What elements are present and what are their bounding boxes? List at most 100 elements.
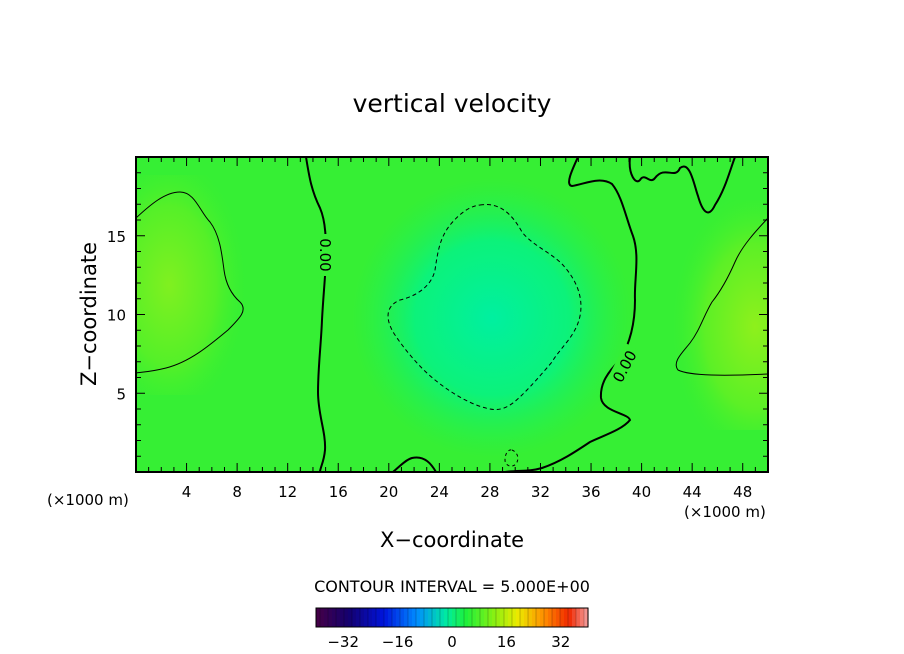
colorbar-swatch [488, 608, 493, 627]
colorbar-swatch [560, 608, 565, 627]
x-tick-label: 36 [581, 483, 600, 501]
colorbar-swatch [412, 608, 417, 627]
x-tick-label: 8 [232, 483, 242, 501]
colorbar-swatch [436, 608, 441, 627]
colorbar-swatch [332, 608, 337, 627]
contour-negative-center [387, 204, 582, 411]
colorbar-swatch [564, 608, 569, 627]
colorbar-swatch [500, 608, 505, 627]
colorbar-swatch [584, 608, 589, 627]
colorbar-swatch [492, 608, 497, 627]
colorbar-swatch [484, 608, 489, 627]
colorbar-swatch [352, 608, 357, 627]
colorbar-ticks: −32 −16 0 16 32 [327, 633, 570, 651]
colorbar-swatch [468, 608, 473, 627]
colorbar-swatch [544, 608, 549, 627]
colorbar-swatch [476, 608, 481, 627]
colorbar-swatch [396, 608, 401, 627]
colorbar-swatch [568, 608, 573, 627]
colorbar-tick-label: 32 [551, 633, 570, 651]
x-tick-label: 48 [733, 483, 752, 501]
colorbar-swatch [364, 608, 369, 627]
colorbar-swatch [336, 608, 341, 627]
colorbar-swatch [504, 608, 509, 627]
x-tick-label: 4 [182, 483, 192, 501]
field-updraft-left [136, 175, 260, 395]
x-unit-left: (×1000 m) [47, 491, 129, 509]
colorbar-swatch [324, 608, 329, 627]
x-axis-ticks: 4 8 12 16 20 24 28 32 36 40 44 48 [148, 157, 756, 501]
x-tick-label: 28 [480, 483, 499, 501]
colorbar-swatch [320, 608, 325, 627]
colorbar-swatch [356, 608, 361, 627]
colorbar-swatch [540, 608, 545, 627]
colorbar-swatch [512, 608, 517, 627]
colorbar-swatch [416, 608, 421, 627]
y-axis-ticks: 5 10 15 [107, 172, 768, 457]
colorbar-swatch [432, 608, 437, 627]
colorbar-swatch [448, 608, 453, 627]
colorbar-swatch [372, 608, 377, 627]
colorbar-swatch [328, 608, 333, 627]
colorbar-swatch [524, 608, 529, 627]
x-tick-label: 12 [278, 483, 297, 501]
colorbar-swatch [376, 608, 381, 627]
colorbar-tick-label: 0 [447, 633, 457, 651]
colorbar-swatch [572, 608, 577, 627]
colorbar-swatch [428, 608, 433, 627]
colorbar-swatch [516, 608, 521, 627]
colorbar-swatch [452, 608, 457, 627]
colorbar-swatch [460, 608, 465, 627]
colorbar-swatch [380, 608, 385, 627]
colorbar-swatch [424, 608, 429, 627]
colorbar-swatch [404, 608, 409, 627]
colorbar-swatch [392, 608, 397, 627]
x-tick-label: 20 [379, 483, 398, 501]
colorbar-swatch [580, 608, 585, 627]
x-tick-label: 44 [683, 483, 702, 501]
colorbar-tick-label: −32 [327, 633, 359, 651]
colorbar-swatch [368, 608, 373, 627]
colorbar-swatch [384, 608, 389, 627]
colorbar-swatch [348, 608, 353, 627]
colorbar-swatch [480, 608, 485, 627]
colorbar-swatch [520, 608, 525, 627]
colorbar-swatch [528, 608, 533, 627]
colorbar-swatch [388, 608, 393, 627]
contour-label-left-text: 0.00 [316, 238, 334, 271]
x-tick-label: 40 [632, 483, 651, 501]
contour-zero-left [305, 157, 328, 472]
x-tick-label: 32 [531, 483, 550, 501]
colorbar-swatch [344, 608, 349, 627]
colorbar-swatch [552, 608, 557, 627]
colorbar-swatch [360, 608, 365, 627]
colorbar-swatch [548, 608, 553, 627]
colorbar-swatch [444, 608, 449, 627]
field-downdraft-center [352, 178, 632, 458]
y-tick-label: 15 [107, 228, 126, 246]
colorbar-swatch [536, 608, 541, 627]
contour-label-left: 0.00 [316, 234, 335, 276]
colorbar-swatch [420, 608, 425, 627]
field-updraft-right [650, 200, 768, 430]
x-axis-label: X−coordinate [380, 528, 524, 552]
colorbar-frame [315, 607, 589, 628]
colorbar-swatch [340, 608, 345, 627]
contour-negative-small [504, 449, 519, 467]
colorbar-swatch [496, 608, 501, 627]
colorbar-swatch [464, 608, 469, 627]
colorbar-swatch [456, 608, 461, 627]
colorbar-tick-label: 16 [497, 633, 516, 651]
contour-positive-left [136, 191, 244, 374]
x-tick-label: 24 [430, 483, 449, 501]
colorbar-swatch [408, 608, 413, 627]
colorbar-swatch [316, 608, 321, 627]
colorbar-swatch [472, 608, 477, 627]
chart-title: vertical velocity [353, 89, 552, 118]
colorbar [316, 608, 589, 627]
x-tick-label: 16 [329, 483, 348, 501]
x-unit-right: (×1000 m) [684, 503, 766, 521]
contour-label-left-bg [318, 234, 335, 276]
colorbar-swatch [532, 608, 537, 627]
